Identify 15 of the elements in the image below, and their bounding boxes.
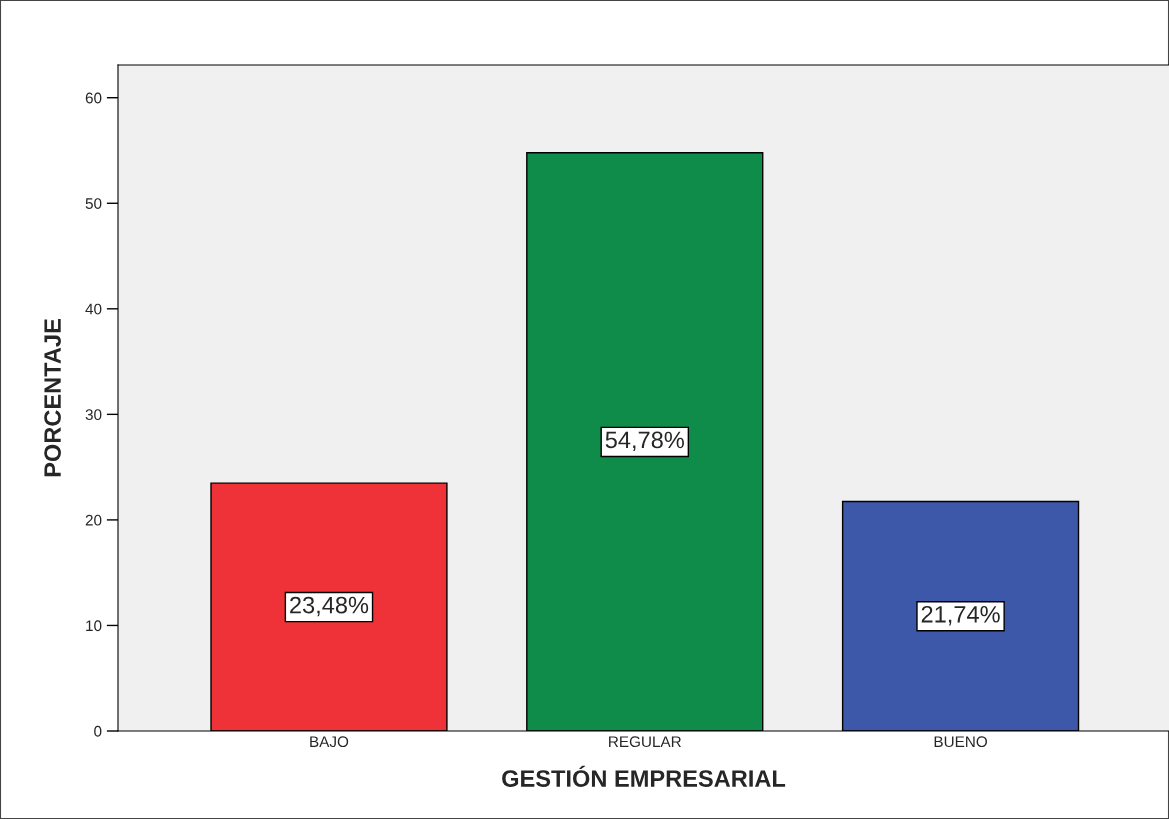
- data-label: 21,74%: [921, 605, 1000, 626]
- y-tick-label: 30: [85, 409, 102, 421]
- data-label: 54,78%: [605, 431, 684, 452]
- x-tick-label: REGULAR: [609, 736, 681, 748]
- y-axis-title: PORCENTAJE: [44, 319, 61, 477]
- y-tick-label: 40: [85, 303, 102, 315]
- y-tick-label: 60: [85, 92, 102, 104]
- y-tick-label: 50: [85, 198, 102, 209]
- y-tick-label: 10: [86, 620, 102, 632]
- y-tick-label: 20: [85, 514, 102, 526]
- x-axis-title: GESTIÓN EMPRESARIAL: [502, 765, 786, 787]
- x-tick-label: BAJO: [310, 736, 349, 748]
- y-tick-label: 0: [94, 725, 102, 737]
- x-tick-label: BUENO: [934, 736, 987, 748]
- data-label: 23,48%: [290, 596, 369, 617]
